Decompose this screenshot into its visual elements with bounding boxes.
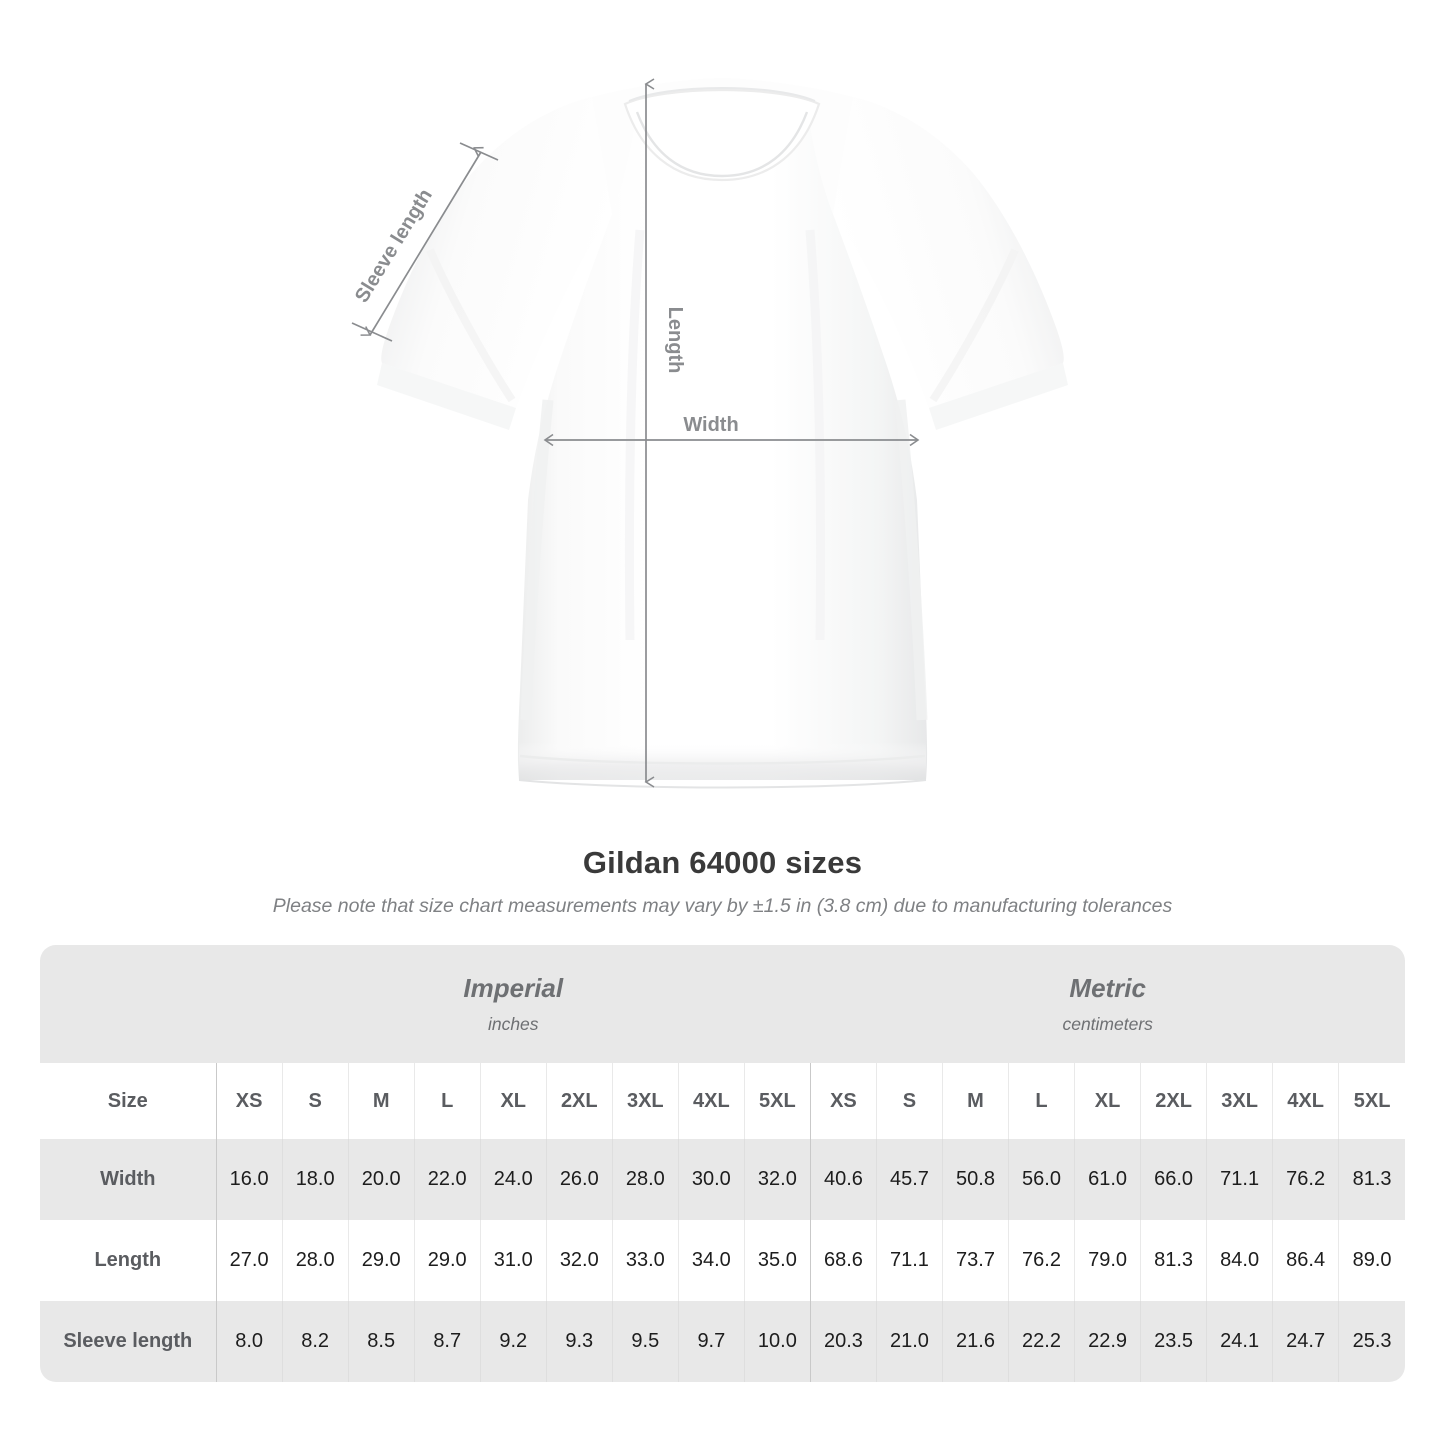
size-header-cell: L [1007, 1063, 1075, 1139]
measurement-cell: 21.6 [941, 1301, 1009, 1382]
measurement-cell: 9.5 [611, 1301, 679, 1382]
unit-group-metric: Metric centimeters [810, 945, 1405, 1063]
measurement-cell: 21.0 [875, 1301, 943, 1382]
measurement-cell: 81.3 [1338, 1139, 1405, 1220]
size-header-cell: 3XL [611, 1063, 679, 1139]
width-annotation: Width [543, 414, 920, 447]
measurement-cell: 34.0 [677, 1220, 745, 1301]
measurement-cell: 71.1 [1206, 1139, 1273, 1220]
size-header-cell: 3XL [1206, 1063, 1273, 1139]
measurement-cell: 20.0 [347, 1139, 415, 1220]
measurement-cell: 40.6 [809, 1139, 877, 1220]
measurement-cell: 16.0 [215, 1139, 283, 1220]
measurement-cell: 76.2 [1272, 1139, 1339, 1220]
measurement-cell: 28.0 [611, 1139, 679, 1220]
unit-group-name: Imperial [463, 972, 564, 1003]
size-header-cell: 5XL [1338, 1063, 1405, 1139]
size-header-cell: XL [479, 1063, 547, 1139]
measurement-cell: 29.0 [347, 1220, 415, 1301]
sleeve-tick-top [459, 142, 499, 161]
measurement-cell: 25.3 [1338, 1301, 1405, 1382]
measurement-cell: 24.7 [1272, 1301, 1339, 1382]
measurement-cell: 32.0 [743, 1139, 811, 1220]
measurement-cell: 8.0 [215, 1301, 283, 1382]
measurement-cell: 27.0 [215, 1220, 283, 1301]
length-annotation: Length [644, 78, 686, 788]
sleeve-length-arrow [370, 152, 481, 335]
measurement-cell: 20.3 [809, 1301, 877, 1382]
measurement-cell: 9.3 [545, 1301, 613, 1382]
size-header-cell: XS [809, 1063, 877, 1139]
size-header-cell: S [281, 1063, 349, 1139]
unit-group-subtitle: inches [487, 1013, 539, 1034]
measurement-cell: 56.0 [1007, 1139, 1075, 1220]
measurement-cell: 22.0 [413, 1139, 481, 1220]
measurement-cell: 61.0 [1074, 1139, 1141, 1220]
measurement-cell: 32.0 [545, 1220, 613, 1301]
measurement-cell: 8.7 [413, 1301, 481, 1382]
size-header-cell: S [875, 1063, 943, 1139]
size-header-cell: L [413, 1063, 481, 1139]
measurement-cell: 31.0 [479, 1220, 547, 1301]
measurement-cell: 22.2 [1007, 1301, 1075, 1382]
table-row: Sleeve length 8.0 8.2 8.5 8.7 9.2 9.3 9.5 9.7 10.… [40, 1301, 1405, 1382]
measurement-cell: 76.2 [1007, 1220, 1075, 1301]
measurement-cell: 84.0 [1206, 1220, 1273, 1301]
measurement-cell: 30.0 [677, 1139, 745, 1220]
measurement-cell: 79.0 [1074, 1220, 1141, 1301]
measurement-cell: 35.0 [743, 1220, 811, 1301]
tolerance-note: Please note that size chart measurements… [272, 895, 1173, 917]
measurement-cell: 9.2 [479, 1301, 547, 1382]
tshirt-diagram: Sleeve length Length Width [350, 78, 1064, 789]
size-header-cell: 4XL [677, 1063, 745, 1139]
unit-group-subtitle: centimeters [1062, 1013, 1153, 1034]
measurement-cell: 8.2 [281, 1301, 349, 1382]
measurement-cell: 22.9 [1074, 1301, 1141, 1382]
measurement-cell: 66.0 [1140, 1139, 1207, 1220]
table-row: Length 27.0 28.0 29.0 29.0 31.0 32.0 33.0 34.0 35… [40, 1220, 1405, 1301]
measurement-cell: 73.7 [941, 1220, 1009, 1301]
measurement-cell: 24.0 [479, 1139, 547, 1220]
measurement-cell: 33.0 [611, 1220, 679, 1301]
measurement-cell: 50.8 [941, 1139, 1009, 1220]
length-label: Length [664, 307, 686, 374]
measurement-cell: 24.1 [1206, 1301, 1273, 1382]
width-label: Width [683, 414, 738, 436]
row-label: Sleeve length [40, 1301, 217, 1382]
measurement-cell: 10.0 [743, 1301, 811, 1382]
size-header-row: Size XS S M L XL 2XL 3XL 4XL 5XL XS S M L XL 2XL 3XL 4XL 5… [40, 1063, 1405, 1139]
size-header-cell: 2XL [1140, 1063, 1207, 1139]
column-header-size: Size [40, 1063, 217, 1139]
measurement-cell: 89.0 [1338, 1220, 1405, 1301]
measurement-cell: 26.0 [545, 1139, 613, 1220]
measurement-cell: 45.7 [875, 1139, 943, 1220]
size-header-cell: XS [215, 1063, 283, 1139]
unit-banner-spacer [40, 945, 217, 1063]
measurement-cell: 8.5 [347, 1301, 415, 1382]
size-header-cell: XL [1074, 1063, 1141, 1139]
page-title: Gildan 64000 sizes [582, 845, 863, 880]
measurement-cell: 86.4 [1272, 1220, 1339, 1301]
measurement-cell: 23.5 [1140, 1301, 1207, 1382]
measurement-cell: 29.0 [413, 1220, 481, 1301]
table-row: Width 16.0 18.0 20.0 22.0 24.0 26.0 28.0 30.0 32.… [40, 1139, 1405, 1220]
size-header-cell: 5XL [743, 1063, 811, 1139]
measurement-cell: 18.0 [281, 1139, 349, 1220]
size-chart-table: Imperial inches Metric centimeters Size XS S M L… [40, 945, 1405, 1382]
row-label: Width [40, 1139, 217, 1220]
unit-banner-row: Imperial inches Metric centimeters [40, 945, 1405, 1063]
size-header-cell: M [347, 1063, 415, 1139]
unit-group-name: Metric [1069, 972, 1146, 1003]
size-chart-table-container: Imperial inches Metric centimeters Size XS S M L… [40, 945, 1405, 1382]
unit-group-imperial: Imperial inches [216, 945, 811, 1063]
measurement-cell: 68.6 [809, 1220, 877, 1301]
size-header-cell: M [941, 1063, 1009, 1139]
row-label: Length [40, 1220, 217, 1301]
measurement-cell: 81.3 [1140, 1220, 1207, 1301]
measurement-cell: 71.1 [875, 1220, 943, 1301]
size-header-cell: 2XL [545, 1063, 613, 1139]
measurement-cell: 28.0 [281, 1220, 349, 1301]
measurement-cell: 9.7 [677, 1301, 745, 1382]
size-header-cell: 4XL [1272, 1063, 1339, 1139]
